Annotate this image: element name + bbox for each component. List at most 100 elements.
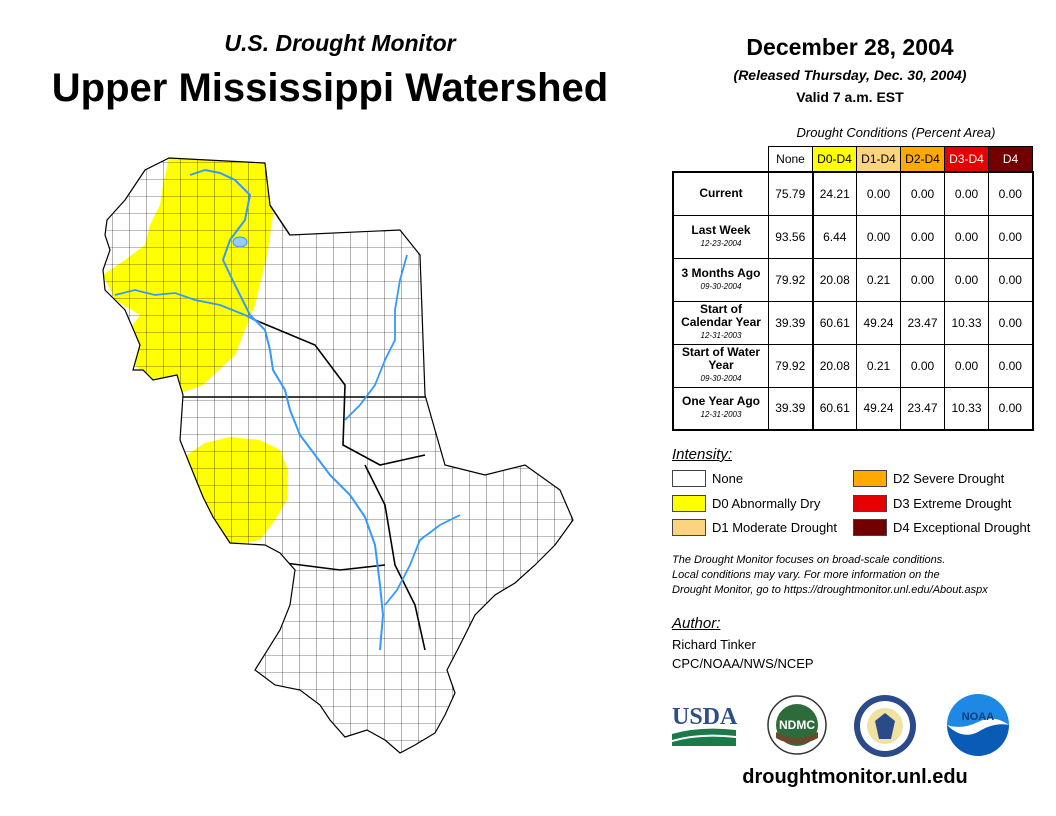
table-cell: 0.00 xyxy=(856,214,901,259)
river xyxy=(189,169,206,176)
description-line: Local conditions may vary. For more info… xyxy=(672,569,940,581)
ndmc-logo-text: NDMC xyxy=(779,718,815,732)
table-cell: 24.21 xyxy=(812,171,857,216)
lake-icon xyxy=(232,236,248,248)
table-cell: 0.00 xyxy=(900,214,945,259)
table-corner xyxy=(673,147,769,173)
table-cell: 0.00 xyxy=(988,257,1033,302)
ndmc-logo-icon: NDMC xyxy=(767,695,827,755)
state-boundary xyxy=(284,562,386,571)
table-cell: 0.00 xyxy=(944,343,989,388)
legend-item-d2: D2 Severe Drought xyxy=(853,470,1004,487)
row-label: 3 Months Ago 09-30-2004 xyxy=(672,257,769,302)
table-cell: 60.61 xyxy=(812,300,857,345)
conditions-caption: Drought Conditions (Percent Area) xyxy=(796,125,996,140)
wisconsin-river xyxy=(344,254,408,421)
state-boundary xyxy=(254,319,426,466)
table-cell: 49.24 xyxy=(856,386,901,431)
legend-item-d0: D0 Abnormally Dry xyxy=(672,495,820,512)
row-label: Current xyxy=(672,171,769,216)
table-cell: 39.39 xyxy=(768,386,814,431)
legend-label: D1 Moderate Drought xyxy=(712,520,838,535)
row-date: 09-30-2004 xyxy=(700,281,742,291)
legend-swatch-none xyxy=(672,470,706,487)
row-label: Last Week 12-23-2004 xyxy=(672,214,769,259)
legend-label: D3 Extreme Drought xyxy=(893,496,1012,511)
legend-swatch-d0 xyxy=(672,495,706,512)
noaa-logo-text: NOAA xyxy=(962,711,994,723)
table-row: Last Week 12-23-2004 93.56 6.44 0.00 0.00 0.00… xyxy=(672,214,1033,259)
website-url[interactable]: droughtmonitor.unl.edu xyxy=(742,766,968,788)
legend-item-none: None xyxy=(672,470,743,487)
row-label-text: Start of Calendar Year xyxy=(681,302,761,329)
table-cell: 79.92 xyxy=(768,343,814,388)
col-header-d3-d4: D3-D4 xyxy=(944,146,989,173)
state-boundary xyxy=(364,464,426,651)
minnesota-river xyxy=(114,289,261,324)
row-label: Start of Water Year 09-30-2004 xyxy=(672,343,769,388)
row-label-text: 3 Months Ago xyxy=(681,265,761,280)
legend-title: Intensity: xyxy=(672,446,733,463)
table-row: Current 75.79 24.21 0.00 0.00 0.00 0.00 xyxy=(672,171,1033,216)
legend-item-d4: D4 Exceptional Drought xyxy=(853,519,1030,536)
table-cell: 0.00 xyxy=(988,171,1033,216)
author-org: CPC/NOAA/NWS/NCEP xyxy=(672,656,814,671)
legend-label: D2 Severe Drought xyxy=(893,471,1005,486)
county-grid xyxy=(103,158,573,753)
map-subtitle: U.S. Drought Monitor xyxy=(224,30,456,56)
row-label-text: One Year Ago xyxy=(681,394,761,409)
map-date: December 28, 2004 xyxy=(746,34,954,60)
valid-time: Valid 7 a.m. EST xyxy=(796,89,904,105)
description: The Drought Monitor focuses on broad-sca… xyxy=(672,553,1042,598)
table-cell: 23.47 xyxy=(900,386,945,431)
table-row: 3 Months Ago 09-30-2004 79.92 20.08 0.21 0.00… xyxy=(672,257,1033,302)
table-cell: 0.00 xyxy=(856,171,901,216)
table-cell: 0.21 xyxy=(856,257,901,302)
row-date: 12-31-2003 xyxy=(700,331,742,340)
description-line: Drought Monitor, go to https://droughtmo… xyxy=(672,584,988,596)
table-row: Start of Water Year 09-30-2004 79.92 20.08 0… xyxy=(672,343,1033,388)
legend-label: D0 Abnormally Dry xyxy=(712,496,821,511)
col-header-d0-d4: D0-D4 xyxy=(812,146,857,173)
table-cell: 0.00 xyxy=(900,257,945,302)
map-title: Upper Mississippi Watershed xyxy=(51,66,609,110)
table-cell: 93.56 xyxy=(768,214,814,259)
table-cell: 6.44 xyxy=(812,214,857,259)
row-label: Start of Calendar Year 12-31-2003 xyxy=(672,300,769,345)
legend-swatch-d1 xyxy=(672,519,706,536)
row-date: 12-31-2003 xyxy=(700,410,742,420)
col-header-d1-d4: D1-D4 xyxy=(856,146,901,173)
col-header-none: None xyxy=(768,146,813,173)
conditions-table: None D0-D4 D1-D4 D2-D4 D3-D4 D4 Current 7… xyxy=(672,146,1034,431)
table-cell: 10.33 xyxy=(944,386,989,431)
author-title: Author: xyxy=(672,615,721,632)
noaa-logo-icon: NOAA xyxy=(947,694,1009,756)
table-cell: 0.00 xyxy=(988,214,1033,259)
table-cell: 75.79 xyxy=(768,171,814,216)
description-line: The Drought Monitor focuses on broad-sca… xyxy=(672,554,946,566)
table-cell: 0.00 xyxy=(988,343,1033,388)
table-row: One Year Ago 12-31-2003 39.39 60.61 49.24 23.… xyxy=(672,386,1033,431)
legend-item-d3: D3 Extreme Drought xyxy=(853,495,1012,512)
table-cell: 0.00 xyxy=(944,214,989,259)
author-name: Richard Tinker xyxy=(672,637,756,652)
row-label-text: Start of Water Year xyxy=(681,345,761,372)
col-header-d4: D4 xyxy=(988,146,1033,173)
table-cell: 0.00 xyxy=(988,300,1033,345)
legend-label: None xyxy=(712,471,744,486)
legend-swatch-d3 xyxy=(853,495,887,512)
legend-item-d1: D1 Moderate Drought xyxy=(672,519,837,536)
table-cell: 23.47 xyxy=(900,300,945,345)
legend-swatch-d2 xyxy=(853,470,887,487)
row-label-text: Last Week xyxy=(691,222,751,237)
illinois-river xyxy=(384,514,461,606)
legend-swatch-d4 xyxy=(853,519,887,536)
table-cell: 20.08 xyxy=(812,343,857,388)
table-cell: 49.24 xyxy=(856,300,901,345)
row-date: 12-23-2004 xyxy=(700,238,742,248)
usda-logo-text: USDA xyxy=(672,704,738,730)
table-cell: 0.00 xyxy=(988,386,1033,431)
row-label-text: Current xyxy=(699,186,743,201)
col-header-d2-d4: D2-D4 xyxy=(900,146,945,173)
release-date: (Released Thursday, Dec. 30, 2004) xyxy=(733,67,967,83)
